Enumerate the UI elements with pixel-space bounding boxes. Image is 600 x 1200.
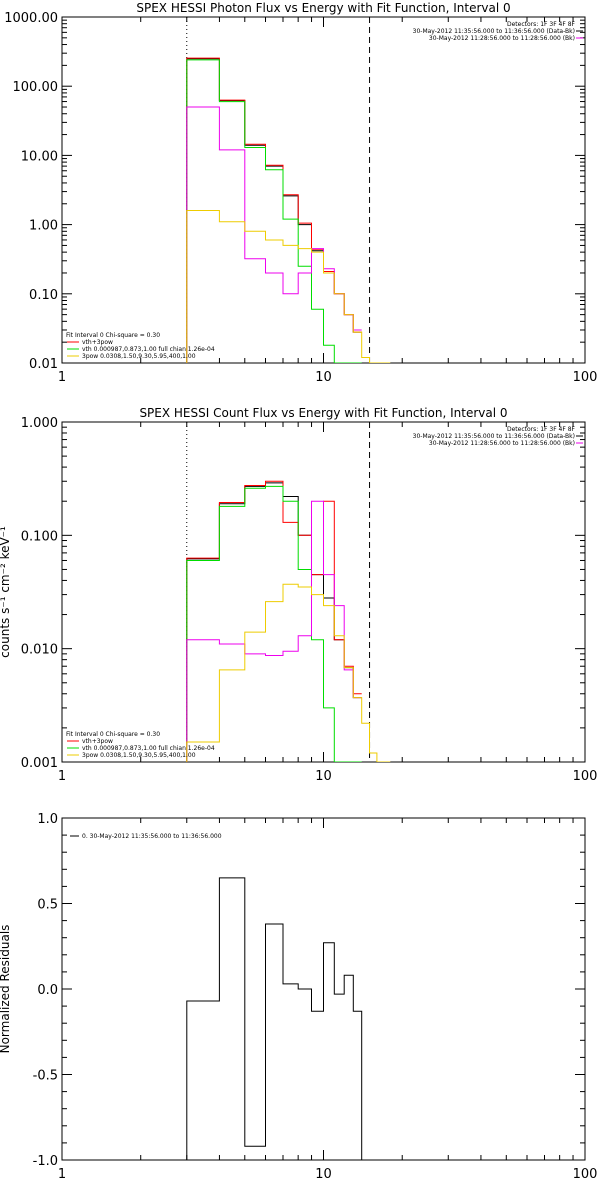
y-axis-label: counts s⁻¹ cm⁻² keV⁻¹: [0, 526, 12, 658]
legend-top-entry: 30-May-2012 11:28:56.000 to 11:28:56.000…: [429, 35, 575, 42]
x-tick-label: 1: [58, 1167, 66, 1182]
y-tick-label: 1.000: [21, 416, 58, 431]
legend-bottom-entry: vth+3pow: [82, 738, 113, 745]
legend-bottom-entry: vth 0.000987,0.873,1.00 full chian 1.26e…: [82, 745, 215, 752]
series-line-2: [186, 59, 362, 363]
series-line-0: [186, 877, 363, 1160]
y-tick-label: 100.00: [13, 80, 59, 95]
series-line-2: [186, 485, 362, 762]
y-tick-label: -0.5: [33, 1069, 58, 1084]
series-line-3: [186, 106, 362, 363]
legend-bottom-entry: Fit Interval 0 Chi-square = 0.30: [66, 731, 160, 738]
series-line-4: [186, 210, 391, 363]
legend-top-entry: Detectors: 1F 3F 4F 8F: [507, 426, 576, 433]
series-line-4: [186, 583, 391, 762]
x-tick-label: 1: [58, 370, 66, 385]
legend-top-entry: Detectors: 1F 3F 4F 8F: [507, 21, 576, 28]
series-line-3: [186, 500, 362, 762]
chart-title: SPEX HESSI Photon Flux vs Energy with Fi…: [136, 1, 510, 15]
x-tick-label: 100: [573, 769, 598, 784]
y-tick-label: 1.00: [29, 219, 58, 234]
x-tick-label: 10: [315, 370, 332, 385]
legend-top-entry: 0. 30-May-2012 11:35:56.000 to 11:36:56.…: [82, 833, 222, 840]
y-tick-label: 1000.00: [4, 11, 58, 26]
y-axis-label: Normalized Residuals: [0, 925, 12, 1054]
y-tick-label: 0.01: [29, 357, 58, 372]
x-tick-label: 1: [58, 769, 66, 784]
y-tick-label: 1.0: [37, 812, 58, 827]
legend-bottom-entry: vth+3pow: [82, 339, 113, 346]
x-tick-label: 100: [573, 370, 598, 385]
series-line-0: [186, 482, 362, 762]
legend-top-entry: 30-May-2012 11:28:56.000 to 11:28:56.000…: [429, 440, 575, 447]
legend-bottom-entry: vth 0.000987,0.873,1.00 full chian 1.26e…: [82, 346, 215, 353]
y-tick-label: 0.010: [21, 643, 58, 658]
y-tick-label: 0.5: [37, 898, 58, 913]
y-tick-label: 0.0: [37, 983, 58, 998]
legend-top-entry: 30-May-2012 11:35:56.000 to 11:36:56.000…: [413, 433, 575, 440]
x-tick-label: 100: [573, 1167, 598, 1182]
legend-bottom-entry: 3pow 0.0308,1.50,9.30,5.95,400,1.00: [82, 752, 196, 759]
y-tick-label: 10.00: [21, 149, 58, 164]
legend-bottom-entry: 3pow 0.0308,1.50,9.30,5.95,400,1.00: [82, 353, 196, 360]
x-tick-label: 10: [315, 769, 332, 784]
legend-bottom-entry: Fit Interval 0 Chi-square = 0.30: [66, 332, 160, 339]
y-tick-label: -1.0: [33, 1154, 58, 1169]
series-line-1: [186, 480, 362, 762]
x-tick-label: 10: [315, 1167, 332, 1182]
y-tick-label: 0.100: [21, 529, 58, 544]
chart-title: SPEX HESSI Count Flux vs Energy with Fit…: [139, 406, 507, 420]
y-tick-label: 0.001: [21, 756, 58, 771]
y-tick-label: 0.10: [29, 288, 58, 303]
legend-top-entry: 30-May-2012 11:35:56.000 to 11:36:56.000…: [413, 28, 575, 35]
